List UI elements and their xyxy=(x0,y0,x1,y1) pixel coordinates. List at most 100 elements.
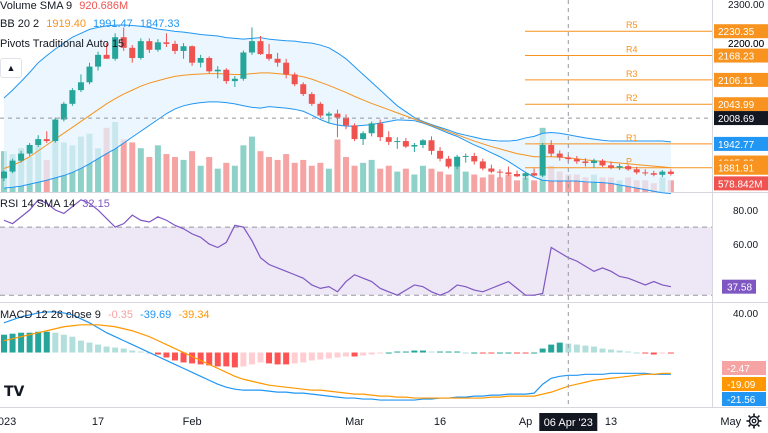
candle-body[interactable] xyxy=(18,153,25,161)
candle-body[interactable] xyxy=(479,161,486,169)
candle-body[interactable] xyxy=(462,155,469,157)
candle-body[interactable] xyxy=(454,156,461,167)
r5-price-label: 2230.35 xyxy=(718,27,755,38)
candle-body[interactable] xyxy=(180,46,187,51)
volume-bar xyxy=(317,162,324,192)
macd-histogram-bar xyxy=(120,348,127,353)
macd-histogram-bar xyxy=(103,346,110,353)
candle-body[interactable] xyxy=(573,159,580,162)
candle-body[interactable] xyxy=(471,155,478,162)
candle-body[interactable] xyxy=(351,125,358,140)
r3-price-label: 2106.11 xyxy=(718,76,754,87)
candle-body[interactable] xyxy=(445,158,452,167)
candle-body[interactable] xyxy=(206,57,213,72)
candle-body[interactable] xyxy=(9,160,16,172)
candle-body[interactable] xyxy=(608,165,615,168)
candle-body[interactable] xyxy=(437,150,444,159)
candle-body[interactable] xyxy=(103,54,110,59)
volume-bar xyxy=(206,157,213,192)
candle-body[interactable] xyxy=(522,173,529,177)
candle-body[interactable] xyxy=(26,144,33,154)
candle-body[interactable] xyxy=(360,133,367,140)
candle-body[interactable] xyxy=(642,172,649,174)
candle-body[interactable] xyxy=(248,41,255,53)
candle-body[interactable] xyxy=(137,41,144,58)
macd-histogram-bar xyxy=(496,352,503,354)
candle-body[interactable] xyxy=(146,41,153,50)
candle-body[interactable] xyxy=(197,57,204,63)
candle-body[interactable] xyxy=(283,62,290,75)
candle-body[interactable] xyxy=(394,141,401,143)
candle-body[interactable] xyxy=(599,160,606,166)
candle-body[interactable] xyxy=(52,119,59,142)
candle-body[interactable] xyxy=(223,69,230,82)
candle-body[interactable] xyxy=(266,54,273,59)
candle-body[interactable] xyxy=(300,84,307,95)
candle-body[interactable] xyxy=(291,74,298,85)
candle-body[interactable] xyxy=(514,173,520,177)
candle-body[interactable] xyxy=(368,123,375,134)
candle-body[interactable] xyxy=(154,42,161,50)
candle-body[interactable] xyxy=(343,117,349,126)
candle-body[interactable] xyxy=(240,52,247,79)
collapse-legend-button[interactable]: ▲ xyxy=(0,58,22,78)
candle-body[interactable] xyxy=(548,144,555,154)
bb-legend-label: BB 20 2 xyxy=(0,18,40,30)
candle-body[interactable] xyxy=(565,157,572,160)
candle-body[interactable] xyxy=(590,160,597,164)
candle-body[interactable] xyxy=(172,43,178,51)
candle-body[interactable] xyxy=(616,166,623,168)
candle-body[interactable] xyxy=(411,144,418,147)
candle-body[interactable] xyxy=(582,161,589,164)
candle-body[interactable] xyxy=(377,123,384,138)
candle-body[interactable] xyxy=(496,171,503,173)
macd-histogram-bar xyxy=(163,352,170,358)
candle-body[interactable] xyxy=(274,58,281,63)
candle-body[interactable] xyxy=(60,103,67,120)
candle-body[interactable] xyxy=(189,46,196,63)
candle-body[interactable] xyxy=(120,37,127,48)
candle-body[interactable] xyxy=(257,41,264,55)
candle-body[interactable] xyxy=(659,171,666,175)
candle-body[interactable] xyxy=(112,37,119,59)
candle-body[interactable] xyxy=(1,171,7,179)
candle-body[interactable] xyxy=(317,103,324,116)
candle-body[interactable] xyxy=(231,78,238,82)
candle-body[interactable] xyxy=(334,113,341,118)
candle-body[interactable] xyxy=(69,90,76,104)
candle-body[interactable] xyxy=(43,139,50,142)
candle-body[interactable] xyxy=(95,54,102,67)
candle-body[interactable] xyxy=(35,139,42,145)
candle-body[interactable] xyxy=(488,168,495,172)
macd-histogram-bar xyxy=(616,350,623,353)
candle-body[interactable] xyxy=(539,144,546,176)
candle-body[interactable] xyxy=(625,166,632,170)
candle-body[interactable] xyxy=(531,173,538,176)
candle-body[interactable] xyxy=(77,82,84,91)
candle-body[interactable] xyxy=(129,47,136,58)
macd-histogram-bar xyxy=(154,352,161,355)
bb-lower-value: 1847.33 xyxy=(139,18,180,30)
candle-body[interactable] xyxy=(308,94,315,104)
candle-body[interactable] xyxy=(325,113,332,116)
macd-histogram-bar xyxy=(633,352,640,354)
candle-body[interactable] xyxy=(633,169,640,173)
x-axis-label: Feb xyxy=(183,416,202,428)
tradingview-logo[interactable]: TV xyxy=(4,384,24,400)
volume-bar xyxy=(471,174,478,192)
candle-body[interactable] xyxy=(419,140,426,145)
settings-button[interactable] xyxy=(745,412,763,430)
candle-body[interactable] xyxy=(505,172,512,174)
candle-body[interactable] xyxy=(385,137,392,142)
candle-body[interactable] xyxy=(86,66,93,83)
candle-body[interactable] xyxy=(428,140,435,151)
candle-body[interactable] xyxy=(650,173,657,175)
candle-body[interactable] xyxy=(667,171,674,174)
candle-body[interactable] xyxy=(556,153,563,158)
candle-body[interactable] xyxy=(163,42,170,44)
macd-histogram-bar xyxy=(377,352,384,354)
candle-body[interactable] xyxy=(402,141,409,147)
candle-body[interactable] xyxy=(214,69,221,72)
pivot-name-p: P xyxy=(626,157,632,167)
